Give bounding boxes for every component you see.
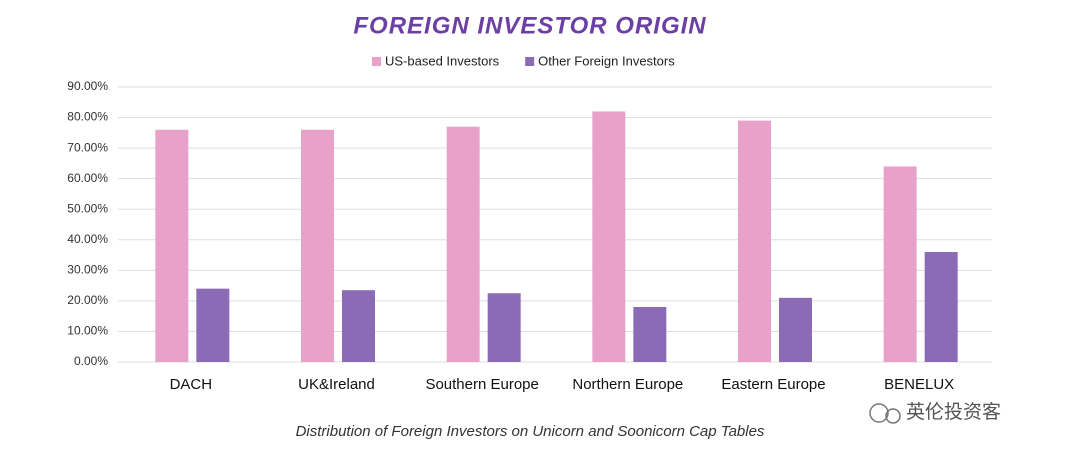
y-tick-label: 80.00% (67, 110, 108, 124)
watermark-icon (885, 408, 901, 424)
legend-swatch (372, 57, 381, 66)
bar (301, 129, 334, 362)
x-tick-label: Eastern Europe (721, 376, 825, 393)
y-tick-label: 20.00% (67, 293, 108, 307)
x-tick-label: BENELUX (884, 376, 954, 393)
bar (196, 288, 230, 362)
legend-swatch (525, 57, 535, 66)
bar (883, 166, 917, 362)
y-tick-label: 70.00% (67, 140, 108, 154)
y-tick-label: 30.00% (67, 263, 108, 277)
chart-subtitle: Distribution of Foreign Investors on Uni… (296, 423, 765, 440)
chart-title: FOREIGN INVESTOR ORIGIN (353, 12, 706, 39)
y-tick-label: 40.00% (67, 232, 108, 246)
watermark-icon (869, 403, 889, 423)
x-tick-label: Southern Europe (425, 376, 538, 393)
y-tick-label: 10.00% (67, 324, 108, 338)
y-tick-label: 50.00% (67, 201, 108, 215)
x-tick-label: Northern Europe (572, 376, 683, 393)
x-tick-label: DACH (170, 376, 213, 393)
bar (342, 290, 375, 362)
legend-label: Other Foreign Investors (538, 53, 675, 68)
y-tick-label: 0.00% (74, 354, 108, 368)
legend-label: US-based Investors (385, 53, 500, 68)
y-tick-label: 90.00% (67, 79, 108, 93)
watermark: 英伦投资客 (906, 401, 1001, 423)
bar (738, 120, 771, 362)
y-tick-label: 60.00% (67, 171, 108, 185)
bar (155, 129, 189, 362)
bar (446, 126, 480, 362)
bar (779, 297, 812, 362)
bar (487, 293, 521, 362)
bar (633, 307, 667, 362)
x-tick-label: UK&Ireland (298, 376, 375, 393)
bar (592, 111, 626, 362)
bar (924, 252, 958, 362)
